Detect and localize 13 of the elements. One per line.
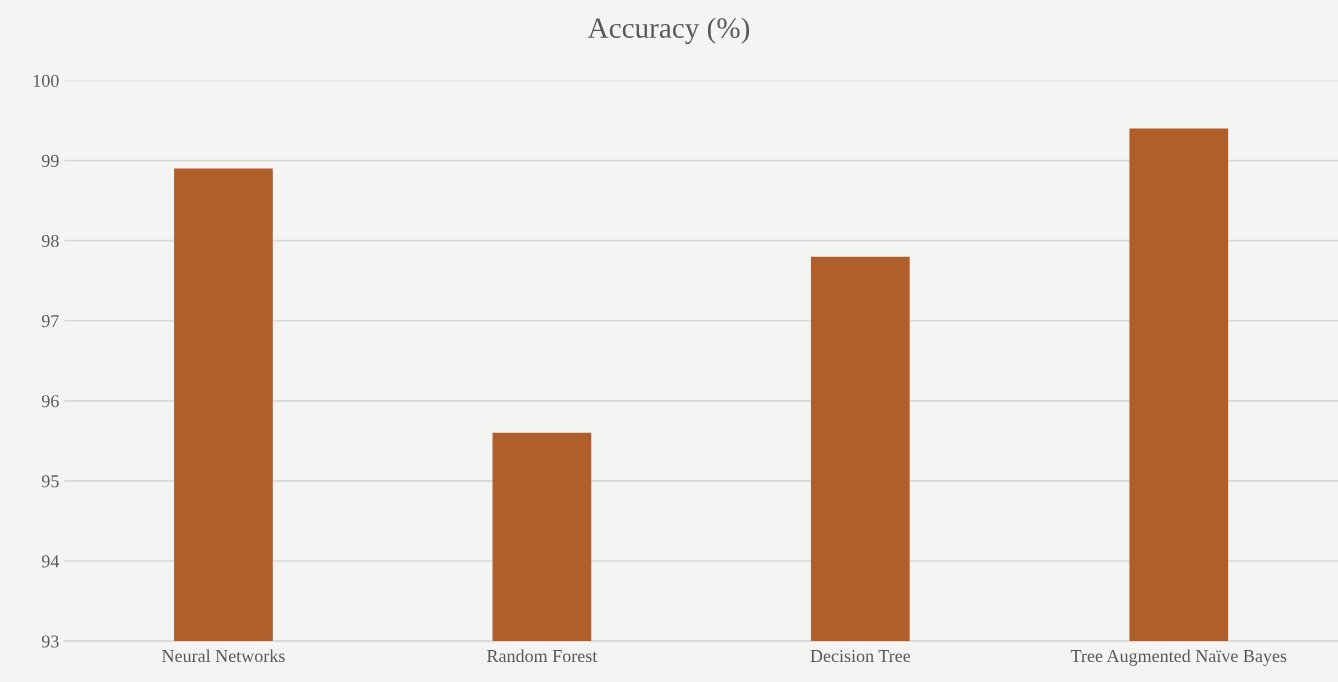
y-tick-label: 97 bbox=[41, 315, 59, 328]
y-tick-label: 93 bbox=[41, 635, 59, 648]
y-tick-label: 95 bbox=[41, 475, 59, 488]
chart-title: Accuracy (%) bbox=[587, 17, 750, 44]
x-tick-label: Random Forest bbox=[486, 649, 598, 663]
y-tick-label: 96 bbox=[41, 395, 59, 408]
y-tick-label: 100 bbox=[33, 74, 59, 87]
y-tick-label: 99 bbox=[41, 154, 59, 167]
y-tick-label: 98 bbox=[41, 234, 59, 248]
x-tick-label: Tree Augmented Naïve Bayes bbox=[1070, 649, 1287, 666]
x-tick-label: Decision Tree bbox=[810, 649, 911, 663]
x-tick-label: Neural Networks bbox=[162, 649, 285, 663]
y-tick-label: 94 bbox=[41, 555, 60, 568]
